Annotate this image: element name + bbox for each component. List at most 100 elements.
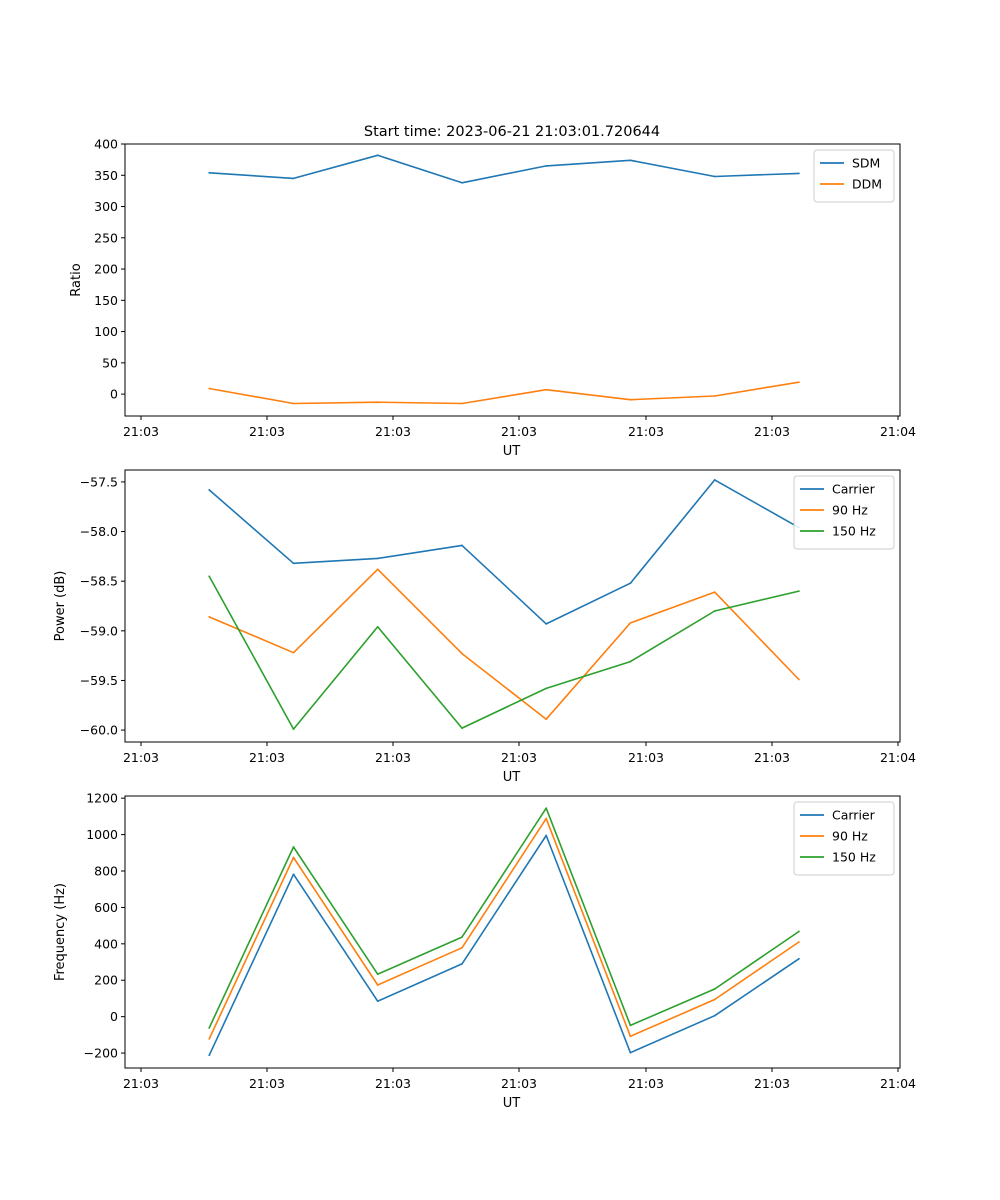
data-point [376, 557, 379, 560]
data-point [461, 181, 463, 184]
x-tick-label: 21:03 [249, 1076, 285, 1091]
x-tick-label: 21:03 [754, 1076, 790, 1091]
y-tick-label: −57.5 [80, 474, 118, 489]
legend-label: DDM [852, 177, 882, 192]
data-point [713, 998, 716, 1001]
data-point [545, 622, 548, 625]
data-point [376, 625, 379, 628]
data-point [545, 834, 548, 837]
series-line-sdm [209, 154, 799, 184]
data-point [208, 387, 211, 390]
data-point [629, 582, 632, 585]
legend-label: 90 Hz [832, 503, 868, 518]
data-point [292, 856, 295, 859]
data-point [545, 388, 548, 391]
y-tick-label: 200 [94, 973, 118, 988]
y-axis-label: Frequency (Hz) [53, 883, 68, 981]
data-point [292, 402, 295, 405]
series-line-carrier [208, 479, 800, 625]
data-point [798, 941, 800, 943]
data-point [629, 660, 632, 663]
data-point [376, 154, 379, 157]
data-point [798, 590, 800, 593]
legend-label: 90 Hz [832, 829, 868, 844]
y-axis-label: Ratio [69, 263, 84, 296]
data-point [713, 988, 716, 990]
data-point [208, 1037, 211, 1040]
data-point [629, 1035, 632, 1038]
x-axis-label: UT [503, 770, 521, 785]
legend: Carrier 90 Hz 150 Hz [793, 801, 895, 876]
x-tick-label: 21:03 [375, 750, 411, 765]
data-point [376, 984, 379, 986]
x-tick-label: 21:03 [375, 1076, 411, 1091]
x-tick-label: 21:04 [880, 424, 916, 439]
data-point [461, 936, 463, 938]
y-tick-label: 350 [94, 168, 118, 183]
data-point [208, 616, 211, 618]
data-point [292, 562, 295, 565]
x-tick-label: 21:03 [754, 424, 790, 439]
data-point [208, 171, 211, 174]
y-tick-label: −58.5 [80, 574, 118, 589]
y-tick-label: 1000 [86, 827, 118, 842]
x-tick-label: 21:03 [375, 424, 411, 439]
series-line-150-hz [208, 807, 800, 1029]
data-point [713, 175, 716, 178]
y-tick-label: 1200 [86, 791, 118, 806]
figure-title: Start time: 2023-06-21 21:03:01.720644 [364, 124, 660, 140]
axes-frame [124, 143, 901, 417]
x-tick-label: 21:03 [628, 750, 664, 765]
data-point [713, 479, 716, 481]
data-point [545, 687, 548, 690]
x-tick-label: 21:03 [628, 1076, 664, 1091]
y-tick-label: 400 [94, 936, 118, 951]
x-tick-label: 21:03 [249, 424, 285, 439]
axes-frame [124, 795, 901, 1069]
x-axis-label: UT [503, 1096, 521, 1111]
data-point [629, 159, 632, 162]
y-tick-label: 0 [110, 1009, 118, 1024]
data-point [713, 610, 716, 612]
data-point [461, 544, 463, 547]
y-tick-label: 600 [94, 900, 118, 915]
x-tick-label: 21:03 [628, 424, 664, 439]
data-point [461, 727, 463, 730]
data-point [545, 807, 548, 810]
y-tick-label: −59.5 [80, 673, 118, 688]
data-point [798, 957, 800, 960]
legend-label: 150 Hz [832, 524, 876, 539]
y-tick-label: −60.0 [80, 723, 118, 738]
data-point [292, 177, 295, 180]
axes-frame [124, 469, 901, 743]
y-tick-label: 200 [94, 262, 118, 277]
data-point [798, 381, 800, 384]
y-tick-label: 800 [94, 864, 118, 879]
x-tick-label: 21:03 [249, 750, 285, 765]
x-tick-label: 21:03 [754, 750, 790, 765]
data-point [208, 488, 211, 491]
chart-panel-1: 0 50 100 150 200 250 300 350 400 21:03 21:03 21:03 2… [69, 137, 916, 460]
data-point [713, 591, 716, 594]
x-tick-label: 21:03 [501, 750, 537, 765]
x-tick-label: 21:03 [123, 424, 159, 439]
data-point [292, 873, 295, 876]
legend-label: Carrier [832, 808, 876, 823]
data-point [376, 401, 379, 404]
series-line-carrier [208, 834, 800, 1056]
data-point [208, 575, 211, 578]
data-point [461, 652, 463, 655]
legend-label: 150 Hz [832, 850, 876, 865]
legend-label: Carrier [832, 482, 876, 497]
series-line-ddm [209, 381, 800, 405]
data-point [629, 398, 632, 401]
data-point [713, 1014, 716, 1017]
data-point [376, 568, 379, 571]
data-point [798, 172, 800, 175]
legend: SDM DDM [813, 149, 895, 203]
y-tick-label: 300 [94, 199, 118, 214]
data-point [292, 651, 295, 654]
series-line-150-hz [208, 575, 800, 730]
y-axis-label: Power (dB) [53, 571, 68, 642]
